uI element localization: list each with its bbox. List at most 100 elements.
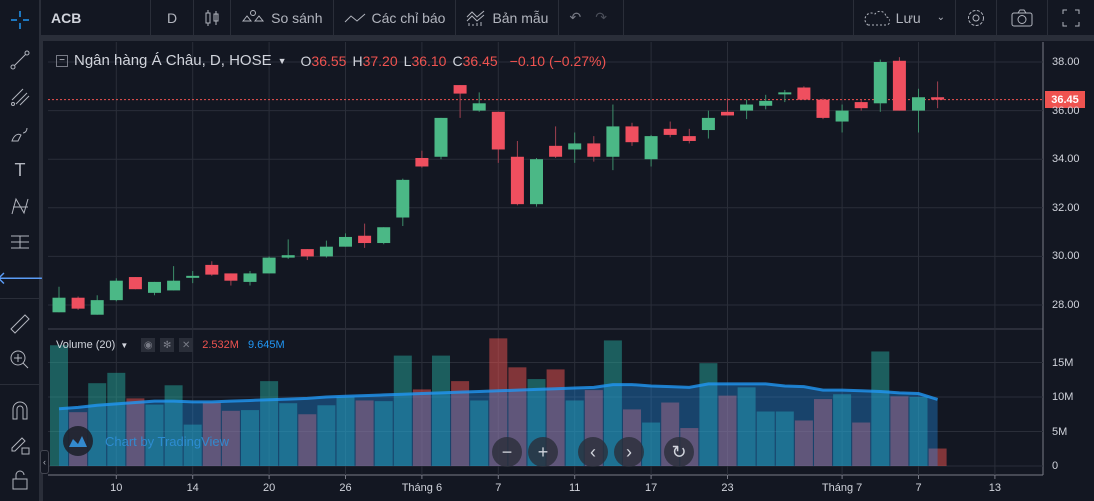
time-tick-label: 17 xyxy=(644,482,658,494)
candle-body xyxy=(549,145,563,157)
series-menu-icon[interactable]: ▼ xyxy=(277,55,287,66)
candle-body xyxy=(434,117,448,157)
candle-body xyxy=(109,280,123,301)
volume-bar xyxy=(909,397,928,466)
volume-bar xyxy=(241,410,259,466)
candle-body xyxy=(740,104,754,111)
save-label: Lưu xyxy=(895,9,921,26)
unlock-icon[interactable] xyxy=(6,466,34,494)
cloud-icon xyxy=(864,10,890,25)
candle-body xyxy=(90,300,104,315)
volume-bar xyxy=(355,400,374,466)
prediction-icon[interactable] xyxy=(6,228,34,256)
close-icon[interactable]: ✕ xyxy=(179,338,194,352)
snapshot-button[interactable] xyxy=(997,0,1048,35)
volume-bar xyxy=(871,351,890,466)
drawing-toolbar: T 🡐 xyxy=(0,0,45,501)
volume-bar xyxy=(928,448,947,466)
series-title[interactable]: Ngân hàng Á Châu, D, HOSE xyxy=(74,52,272,69)
symbol-search-button[interactable]: ACB xyxy=(41,0,151,35)
volume-bar xyxy=(718,395,737,466)
volume-bar xyxy=(260,381,279,466)
volume-bar xyxy=(221,410,240,466)
chart-type-button[interactable] xyxy=(194,0,232,35)
time-tick-label: Tháng 7 xyxy=(821,482,863,494)
candle-body xyxy=(778,92,792,95)
candle-body xyxy=(663,128,677,135)
time-tick-label: 26 xyxy=(339,482,352,494)
collapse-legend-icon[interactable]: − xyxy=(56,54,68,67)
indicator-icon xyxy=(344,13,365,22)
save-button[interactable]: Lưu ⌄ xyxy=(852,0,956,35)
settings-button[interactable] xyxy=(956,0,997,35)
time-tick-label: Tháng 6 xyxy=(401,482,443,494)
zoom-out-button[interactable]: − xyxy=(492,437,522,467)
series-legend: − Ngân hàng Á Châu, D, HOSE ▼ O36.55 H37.… xyxy=(56,52,606,69)
undo-redo-group: ↶ ↷ xyxy=(559,0,625,35)
tradingview-watermark[interactable]: Chart by TradingView xyxy=(63,426,229,456)
zoom-in-icon[interactable] xyxy=(6,346,34,374)
volume-title[interactable]: Volume (20) xyxy=(56,339,116,351)
brush-icon[interactable] xyxy=(6,120,34,148)
eye-icon[interactable]: ◉ xyxy=(141,338,156,352)
price-tick-label: 28.00 xyxy=(1052,299,1080,311)
undo-icon[interactable]: ↶ xyxy=(569,9,582,25)
volume-bar xyxy=(183,424,202,466)
candle-body xyxy=(854,102,868,109)
watermark-text: Chart by TradingView xyxy=(105,433,230,449)
volume-bar xyxy=(145,404,164,466)
candle-body xyxy=(186,275,200,278)
candle-body xyxy=(682,136,696,141)
volume-bar xyxy=(279,403,298,466)
compare-button[interactable]: So sánh xyxy=(231,0,334,35)
volume-bar xyxy=(794,420,813,466)
low-value: L36.10 xyxy=(403,52,447,69)
zoom-in-button[interactable]: + xyxy=(528,437,558,467)
scroll-right-button[interactable]: › xyxy=(614,437,644,467)
chevron-down-icon[interactable]: ⌄ xyxy=(936,12,945,23)
lock-drawings-icon[interactable] xyxy=(6,430,34,458)
gear-icon[interactable]: ✻ xyxy=(160,338,175,352)
redo-icon[interactable]: ↷ xyxy=(595,9,607,25)
reset-chart-button[interactable]: ↻ xyxy=(664,437,694,467)
volume-bar xyxy=(833,394,852,466)
volume-legend: Volume (20) ▼ ◉ ✻ ✕ 2.532M 9.645M xyxy=(56,338,285,352)
templates-button[interactable]: Bản mẫu xyxy=(456,0,560,35)
templates-label: Bản mẫu xyxy=(492,9,549,26)
interval-button[interactable]: D xyxy=(151,0,195,35)
candle-body xyxy=(816,99,830,118)
volume-ma-value: 9.645M xyxy=(247,339,285,351)
pattern-icon[interactable] xyxy=(6,192,34,220)
volume-bar xyxy=(374,401,393,466)
indicators-button[interactable]: Các chỉ báo xyxy=(334,0,457,35)
volume-bar xyxy=(642,422,661,466)
scroll-left-button[interactable]: ‹ xyxy=(578,437,608,467)
current-price-label: 36.45 xyxy=(1045,91,1085,108)
volume-bar xyxy=(298,414,317,466)
candle-body xyxy=(721,111,734,116)
candle-body xyxy=(644,136,658,160)
price-tick-label: 32.00 xyxy=(1052,201,1080,214)
candle-body xyxy=(912,97,925,111)
price-tick-label: 30.00 xyxy=(1052,250,1080,263)
trend-line-icon[interactable] xyxy=(6,46,34,74)
templates-icon xyxy=(467,10,485,26)
text-icon[interactable]: T xyxy=(14,159,26,180)
back-arrow-icon[interactable]: 🡐 xyxy=(0,267,45,288)
crosshair-icon[interactable] xyxy=(6,6,34,34)
candle-body xyxy=(148,281,161,293)
ruler-icon[interactable] xyxy=(6,310,34,338)
collapse-toolbar-handle[interactable]: ‹ xyxy=(40,450,49,474)
volume-bar xyxy=(412,389,431,466)
volume-bar xyxy=(202,402,221,466)
candle-body xyxy=(892,60,906,111)
volume-tick-label: 10M xyxy=(1052,391,1074,403)
pitchfork-icon[interactable] xyxy=(6,83,34,111)
volume-menu-icon[interactable]: ▼ xyxy=(120,340,129,350)
volume-tick-label: 5M xyxy=(1052,425,1068,438)
candle-body xyxy=(377,227,391,244)
magnet-icon[interactable] xyxy=(6,396,34,424)
fullscreen-button[interactable] xyxy=(1048,0,1094,35)
candle-body xyxy=(128,277,142,290)
